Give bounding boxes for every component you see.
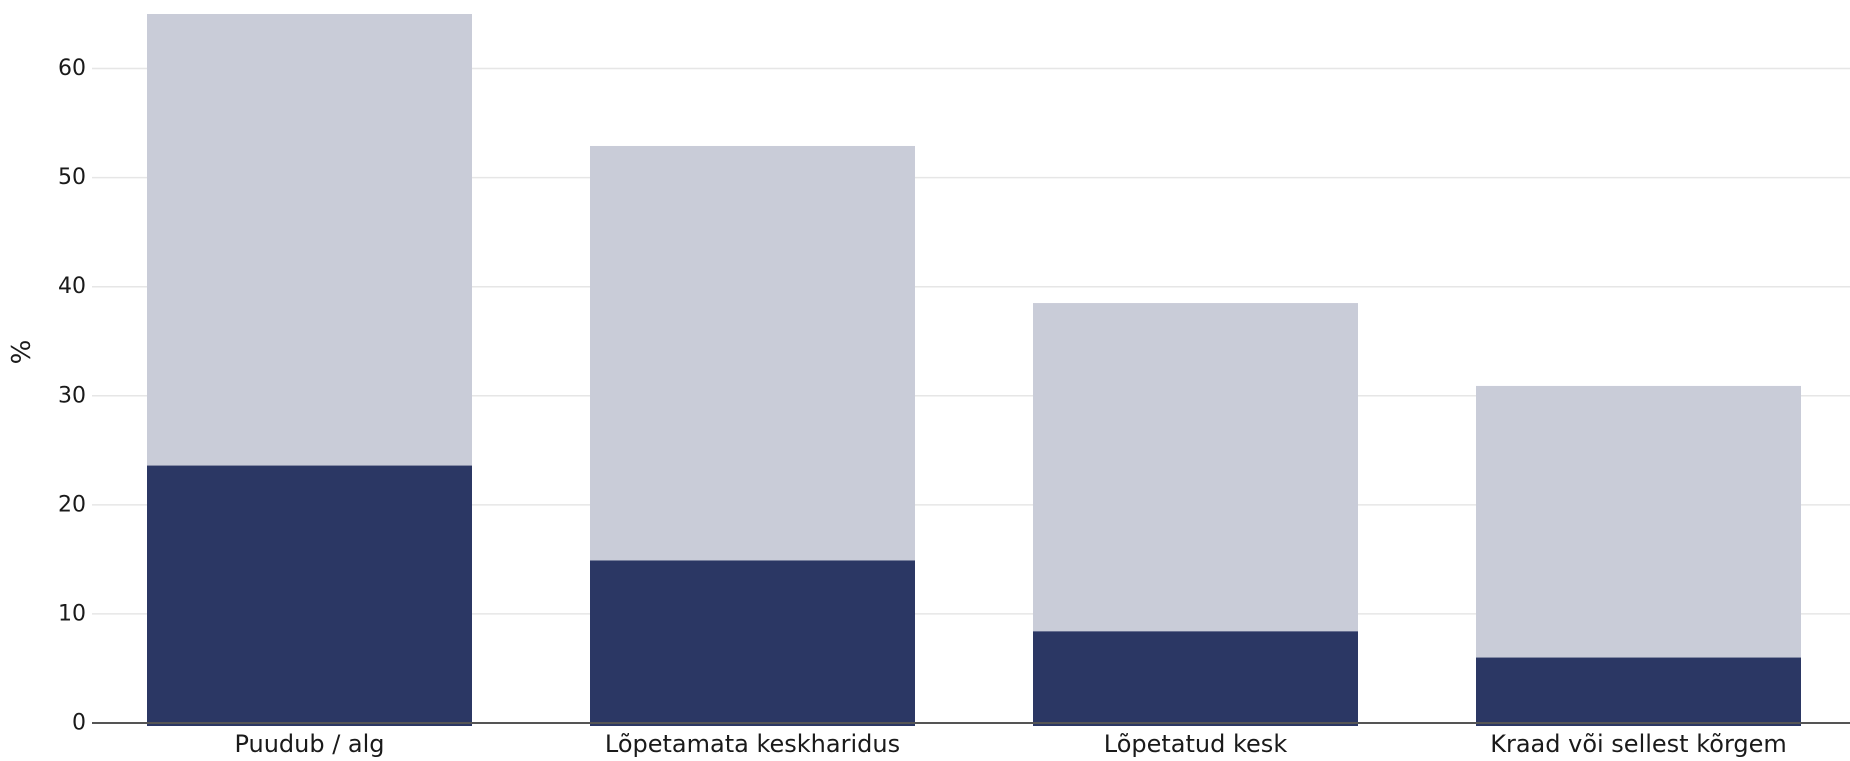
x-tick-label: Lõpetamata keskharidus xyxy=(605,730,900,757)
bars xyxy=(147,14,1801,726)
axes: 0 10 20 30 40 50 60 Puudub / alg Lõpetamata kesk… xyxy=(58,56,1850,758)
x-tick-label: Kraad või sellest kõrgem xyxy=(1490,730,1787,757)
y-tick-label: 0 xyxy=(72,711,86,736)
bar-series-2 xyxy=(1033,631,1358,726)
y-tick-label: 60 xyxy=(58,56,86,81)
bar-series-2 xyxy=(1476,657,1801,726)
y-axis-title: % xyxy=(7,340,37,365)
bar-series-2 xyxy=(147,465,472,726)
y-tick-label: 10 xyxy=(58,601,86,626)
y-tick-label: 50 xyxy=(58,165,86,190)
y-tick-label: 20 xyxy=(58,492,86,517)
y-tick-label: 30 xyxy=(58,383,86,408)
x-tick-label: Lõpetatud kesk xyxy=(1104,730,1288,757)
y-tick-label: 40 xyxy=(58,274,86,299)
bar-series-2 xyxy=(590,560,915,726)
x-tick-label: Puudub / alg xyxy=(234,730,384,757)
